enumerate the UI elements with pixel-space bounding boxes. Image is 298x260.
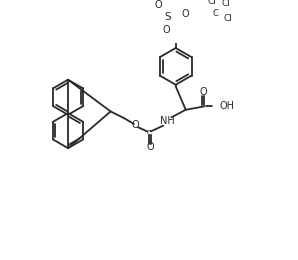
Text: NH: NH (160, 116, 175, 126)
Text: C: C (147, 130, 151, 136)
Text: O: O (182, 9, 190, 19)
Text: O: O (163, 25, 170, 35)
Text: Cl: Cl (221, 0, 230, 8)
Text: O: O (154, 1, 162, 10)
Text: C: C (213, 9, 219, 18)
Text: O: O (132, 120, 139, 130)
Text: Cl: Cl (223, 14, 232, 23)
Text: S: S (164, 12, 171, 22)
Text: OH: OH (220, 101, 235, 112)
Text: O: O (146, 142, 154, 152)
Text: Cl: Cl (207, 0, 216, 6)
Text: O: O (199, 87, 207, 97)
